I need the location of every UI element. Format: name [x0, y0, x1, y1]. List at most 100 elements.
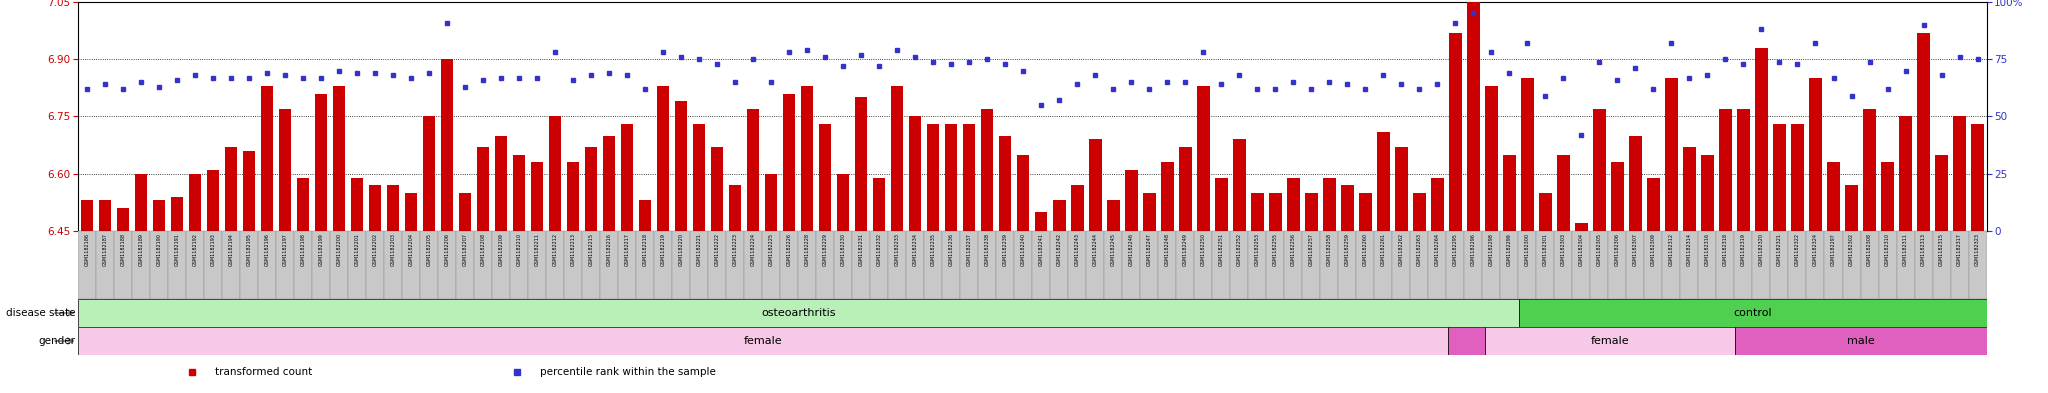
Bar: [1593, 109, 1606, 231]
Bar: [1085, 231, 1104, 299]
Text: GSM1182210: GSM1182210: [516, 233, 522, 266]
Bar: [780, 231, 799, 299]
Bar: [709, 231, 727, 299]
Bar: [1735, 231, 1753, 299]
Text: GSM1182235: GSM1182235: [930, 233, 936, 266]
Bar: [942, 231, 961, 299]
Text: GSM1182304: GSM1182304: [1579, 233, 1583, 266]
Bar: [870, 231, 889, 299]
Bar: [1014, 231, 1032, 299]
Text: GSM1182205: GSM1182205: [426, 233, 432, 266]
Bar: [944, 124, 958, 231]
Bar: [117, 208, 129, 231]
Text: GSM1182215: GSM1182215: [588, 233, 594, 266]
Bar: [1825, 231, 1843, 299]
Text: GSM1182260: GSM1182260: [1362, 233, 1368, 266]
Bar: [78, 231, 96, 299]
Bar: [330, 231, 348, 299]
Bar: [1647, 178, 1659, 231]
Bar: [602, 136, 614, 231]
Bar: [1427, 231, 1446, 299]
Text: GSM1182249: GSM1182249: [1184, 233, 1188, 266]
Bar: [711, 147, 723, 231]
Bar: [1716, 231, 1735, 299]
Bar: [1485, 327, 1735, 355]
Bar: [1018, 155, 1030, 231]
Text: GSM1182208: GSM1182208: [481, 233, 485, 266]
Bar: [1522, 78, 1534, 231]
Bar: [928, 124, 940, 231]
Bar: [729, 185, 741, 231]
Text: GSM1182312: GSM1182312: [1669, 233, 1673, 266]
Bar: [1122, 231, 1141, 299]
Text: GSM1182222: GSM1182222: [715, 233, 719, 266]
Bar: [567, 162, 580, 231]
Bar: [1882, 162, 1894, 231]
Bar: [1878, 231, 1896, 299]
Bar: [1968, 231, 1987, 299]
Bar: [1124, 170, 1137, 231]
Bar: [98, 200, 111, 231]
Bar: [150, 231, 168, 299]
Bar: [743, 231, 762, 299]
Bar: [1702, 155, 1714, 231]
Text: GSM1182322: GSM1182322: [1794, 233, 1800, 266]
Text: control: control: [1733, 308, 1772, 318]
Text: GSM1182324: GSM1182324: [1812, 233, 1819, 266]
Bar: [1176, 231, 1194, 299]
Bar: [473, 231, 492, 299]
Text: GSM1182232: GSM1182232: [877, 233, 881, 266]
Text: GSM1182314: GSM1182314: [1688, 233, 1692, 266]
Text: GSM1182252: GSM1182252: [1237, 233, 1241, 266]
Text: female: female: [1591, 336, 1628, 346]
Text: GSM1182305: GSM1182305: [1597, 233, 1602, 266]
Bar: [1735, 327, 1987, 355]
Text: GSM1182251: GSM1182251: [1219, 233, 1225, 266]
Bar: [1159, 231, 1176, 299]
Bar: [905, 231, 924, 299]
Bar: [1180, 147, 1192, 231]
Bar: [1665, 78, 1677, 231]
Bar: [387, 185, 399, 231]
Text: GSM1182241: GSM1182241: [1038, 233, 1044, 266]
Bar: [1305, 193, 1317, 231]
Text: GSM1182191: GSM1182191: [174, 233, 180, 266]
Text: GSM1182255: GSM1182255: [1272, 233, 1278, 266]
Text: GSM1182248: GSM1182248: [1165, 233, 1169, 266]
Bar: [1432, 178, 1444, 231]
Bar: [692, 124, 705, 231]
Text: GSM1182225: GSM1182225: [768, 233, 774, 266]
Text: GSM1182246: GSM1182246: [1128, 233, 1135, 266]
Text: GSM1182298: GSM1182298: [1489, 233, 1493, 266]
Bar: [1860, 231, 1878, 299]
Bar: [510, 231, 528, 299]
Bar: [1503, 155, 1516, 231]
Bar: [152, 200, 166, 231]
Text: GSM1182237: GSM1182237: [967, 233, 971, 266]
Text: GSM1182211: GSM1182211: [535, 233, 539, 266]
Text: GSM1182233: GSM1182233: [895, 233, 899, 266]
Bar: [1251, 193, 1264, 231]
Bar: [1448, 327, 1485, 355]
Bar: [1774, 124, 1786, 231]
Bar: [1249, 231, 1266, 299]
Text: GSM1182228: GSM1182228: [805, 233, 809, 266]
Text: transformed count: transformed count: [215, 367, 313, 377]
Text: GSM1182216: GSM1182216: [606, 233, 612, 266]
Bar: [1575, 223, 1587, 231]
Bar: [1360, 193, 1372, 231]
Bar: [979, 231, 995, 299]
Bar: [1266, 231, 1284, 299]
Bar: [1718, 109, 1733, 231]
Bar: [854, 97, 868, 231]
Bar: [1374, 231, 1393, 299]
Text: GSM1182313: GSM1182313: [1921, 233, 1925, 266]
Bar: [1214, 178, 1227, 231]
Bar: [1032, 231, 1051, 299]
Bar: [1915, 231, 1933, 299]
Bar: [1933, 231, 1950, 299]
Bar: [1972, 124, 1985, 231]
Bar: [657, 86, 670, 231]
Text: GSM1182240: GSM1182240: [1020, 233, 1026, 266]
Text: GSM1182226: GSM1182226: [786, 233, 793, 266]
